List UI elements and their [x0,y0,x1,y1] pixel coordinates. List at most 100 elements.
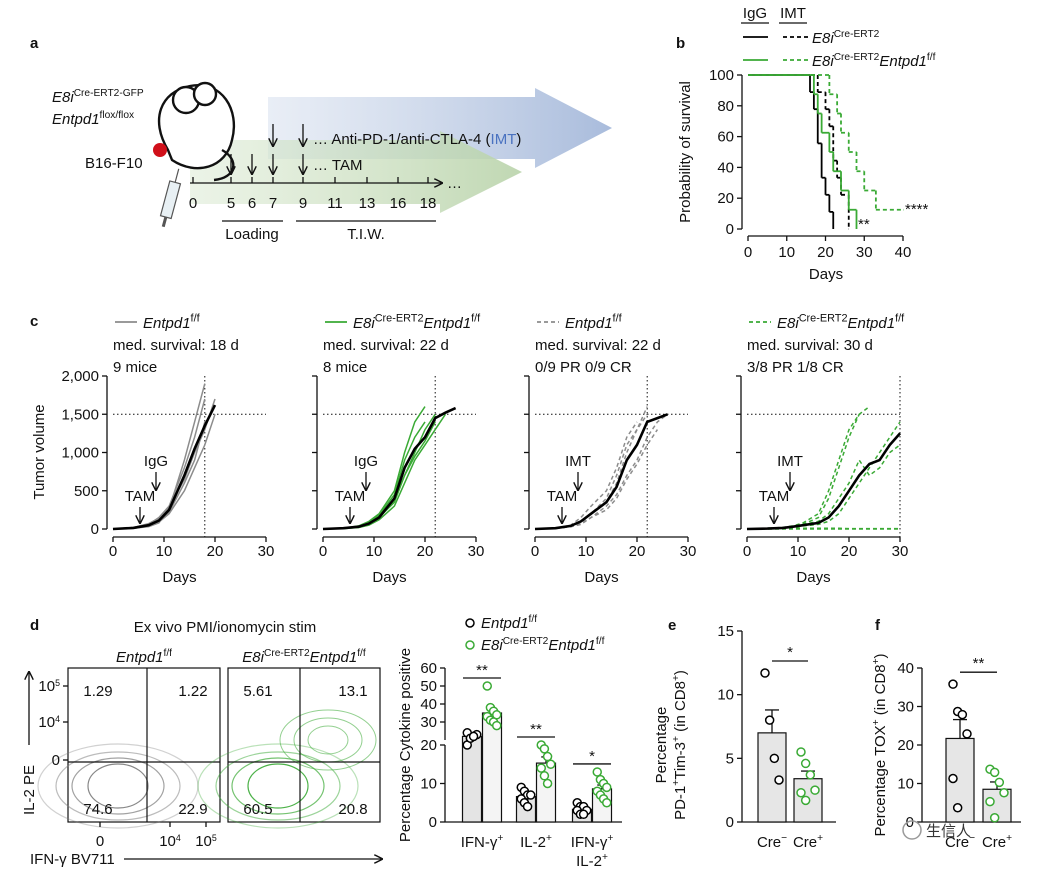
text-part: 4 [55,714,60,724]
x-tick-label: 30 [856,244,873,261]
text-part: Cre-ERT2 [264,648,310,659]
y-axis-label: Percentage TOX+ (in CD8+) [871,653,889,836]
flow-contour [71,757,165,815]
x-tick-label: 0 [743,543,751,560]
data-point [592,767,602,777]
error-bar [953,718,967,739]
text-part: IFN-γ [461,834,498,851]
text-part: E8i [242,649,264,666]
quadrant-value: 22.9 [178,801,207,818]
legend-label: E8iCre-ERT2Entpd1f/f [777,313,905,332]
text-part: Entpd1 [565,315,613,332]
text-part: 4 [176,833,181,843]
y-tick-label: 0 [429,814,437,831]
x-tick-label: 30 [680,543,697,560]
quadrant-value: 1.22 [178,683,207,700]
note: 9 mice [113,359,157,376]
flow-contour [197,743,359,829]
annotation: IgG [354,453,378,470]
text-part: (in CD8 [872,664,889,719]
text-part: Cre-ERT2 [375,313,424,325]
text-part: IMT [491,131,517,148]
mouse-ear [192,81,218,107]
data-point [542,751,553,762]
panel-label: b [676,35,685,52]
data-point [769,753,780,764]
tumor-label: B16-F10 [85,155,143,172]
y-tick-label: 60 [420,660,437,677]
data-point [526,790,536,800]
text-part: f/f [927,52,936,63]
mean-line [534,413,669,531]
y-tick-label: 15 [717,623,734,640]
text-part: ) [872,653,889,658]
text-part: + [671,780,682,786]
text-part: 5 [55,678,60,688]
text-part: f/f [357,648,366,659]
y-axis-label: Probability of survival [677,81,694,223]
y-tick-label: 0 [726,221,734,238]
phase-label: Loading [225,226,278,243]
data-point [810,785,820,795]
y-tick-label: 2,000 [61,368,99,385]
text-part: Cre [793,834,817,851]
text-part: Entpd1 [879,53,927,70]
text-part: Entpd1 [424,315,472,332]
data-point [539,771,550,781]
annotation: IMT [777,453,803,470]
y-tick-label: 20 [420,737,437,754]
annotation: TAM [759,488,790,505]
data-point [948,773,958,784]
mouse-line [534,413,669,530]
data-point [522,801,533,812]
text-part: 10 [38,678,55,695]
text-part: Entpd1 [481,615,529,632]
text-part: + [546,833,552,844]
text-part: Cre [982,834,1006,851]
legend-label: Entpd1f/f [565,313,623,332]
text-part: + [871,719,882,725]
timeline-label: 9 [299,195,307,212]
data-point [602,782,612,793]
legend-label: E8iCre-ERT2 [812,29,880,47]
text-part: Entpd1 [310,649,358,666]
text-part: … TAM [313,157,362,174]
text-part: Entpd1 [52,111,100,128]
text-part: Cre-ERT2 [799,313,848,325]
y-tick-label: 40 [897,660,914,677]
data-point [774,775,784,785]
x-tick-label: 10 [790,543,807,560]
significance: ** [530,721,542,738]
x-tick-label: IFN-γ+ IL-2+ [571,833,614,870]
mean-line [746,432,901,531]
mean-line [322,406,457,531]
text-part: Cre [757,834,781,851]
flow-contour [307,725,349,755]
x-axis-label: Days [796,569,830,586]
legend-label: E8iCre-ERT2Entpd1f/f [481,636,605,654]
legend-label: Entpd1f/f [481,614,537,632]
text-part: f/f [471,313,481,325]
data-point [994,777,1005,788]
quadrant-value: 13.1 [338,683,367,700]
y-tick-label: 500 [74,483,99,500]
timeline-label: 0 [189,195,197,212]
timeline-label: 5 [227,195,235,212]
data-point [482,681,492,691]
text-part: + [1006,833,1012,844]
timeline-label: 13 [359,195,376,212]
note: 0/9 PR 0/9 CR [535,359,632,376]
text-part: + [607,833,613,844]
mean-line [112,404,217,531]
note: 8 mice [323,359,367,376]
panel-label: c [30,313,38,330]
text-part: f/f [895,313,905,325]
x-axis-label: IFN-γ BV711 [30,851,115,868]
x-tick-label: Cre+ [793,833,823,851]
legend-label: E8iCre-ERT2Entpd1f/f [812,52,936,70]
text-part: + [671,675,682,681]
text-part: f/f [596,636,605,647]
y-tick-label: 20 [717,190,734,207]
panel-label: a [30,35,39,52]
text-part: − [969,833,975,844]
